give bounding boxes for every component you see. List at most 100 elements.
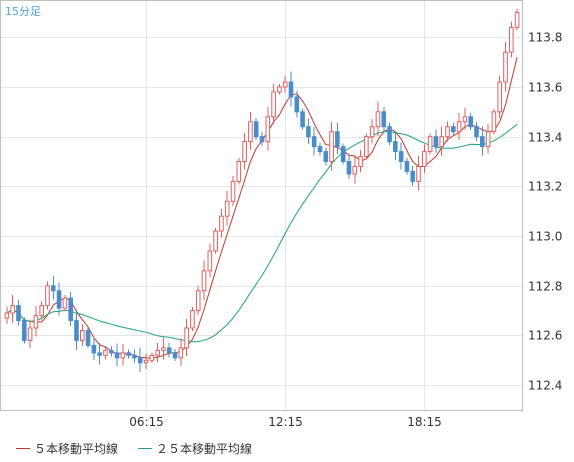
candle-body [294,96,300,113]
moving-average-lines [6,57,518,359]
candle-body [120,352,126,359]
y-tick-label: 113.4 [528,131,562,145]
candle-body [33,315,39,329]
x-tick-label: 12:15 [268,415,303,429]
candle-body [253,121,259,138]
candle-body [387,126,392,143]
candle-body [462,116,468,123]
candle-body [50,285,56,292]
candle-body [329,131,334,163]
x-tick-label: 18:15 [407,415,442,429]
legend-label-ma5: ５本移動平均線 [34,442,119,456]
candle-body [491,111,497,133]
candle-body [393,141,398,153]
candle-body [439,136,445,148]
candle-body [45,285,50,307]
candle-body [358,156,363,167]
candle-body [56,290,62,309]
grid-lines [0,0,522,410]
legend-label-ma25: ２５本移動平均線 [156,442,253,456]
candle-body [10,305,15,314]
candle-body [422,151,427,167]
candle-body [213,230,218,252]
candle-body [68,297,73,322]
legend-item-ma5: ５本移動平均線 [16,440,118,457]
candle-body [161,347,166,351]
candle-body [195,290,201,312]
candle-body [282,81,288,88]
candle-body [427,136,433,153]
candle-body [277,86,282,93]
candle-body [335,131,340,148]
y-tick-label: 112.8 [528,280,562,294]
candle-body [201,270,207,292]
y-axis-ticks: 112.4 112.6 112.8 113.0 113.2 113.4 113.6 113.8 [528,31,562,393]
candle-body [485,131,491,148]
candle-body [21,320,27,341]
y-tick-label: 113.2 [528,180,562,194]
candle-body [166,347,172,354]
candle-body [190,310,195,329]
candle-body [137,357,143,364]
candle-body [219,215,224,232]
series-line-ma5 [6,57,518,359]
candle-body [259,136,265,143]
candle-body [242,141,247,163]
candles [4,9,520,373]
candle-body [445,126,450,138]
candle-body [39,305,44,317]
candle-body [497,81,503,113]
candle-body [85,329,91,346]
candle-body [404,161,410,172]
candle-body [375,111,381,128]
candle-body [451,126,456,133]
candle-body [16,305,21,322]
legend-swatch-ma25 [138,448,153,449]
candle-body [323,151,329,163]
candle-body [340,146,346,163]
x-tick-label: 06:15 [129,415,164,429]
y-tick-label: 113.0 [528,230,562,244]
candle-body [114,352,120,359]
candle-body [108,349,114,354]
legend-item-ma25: ２５本移動平均線 [138,440,252,457]
series-line-ma25 [6,123,518,343]
candle-body [132,354,137,359]
candle-body [364,136,369,158]
candle-body [103,349,108,356]
candle-body [352,165,358,175]
candle-body [91,344,97,354]
candle-body [433,136,439,148]
candle-body [149,354,155,361]
candle-body [172,352,178,359]
candle-body [155,349,160,356]
candle-body [369,126,375,138]
plot-border [0,0,523,411]
candle-body [248,121,253,143]
candle-body [288,81,294,98]
candle-body [306,126,311,138]
candle-body [62,297,68,309]
candle-body [468,116,474,128]
candle-body [4,312,10,319]
candle-body [311,136,317,148]
candle-body [474,126,479,138]
candle-body [503,51,508,83]
x-axis-ticks: 06:15 12:15 18:15 [129,415,442,429]
y-tick-label: 113.6 [528,81,562,95]
candle-body [346,161,352,175]
candle-body [97,352,102,356]
candle-body [381,111,387,128]
candle-body [207,250,213,272]
candle-body [143,359,149,364]
candle-body [271,91,276,118]
y-tick-label: 113.8 [528,31,562,45]
chart-title: 15分足 [5,5,41,18]
legend: ５本移動平均線 ２５本移動平均線 [16,440,252,457]
candle-body [509,26,514,53]
candle-body [265,116,271,143]
y-tick-label: 112.6 [528,329,562,343]
candle-body [224,200,230,217]
candle-body [79,329,85,341]
